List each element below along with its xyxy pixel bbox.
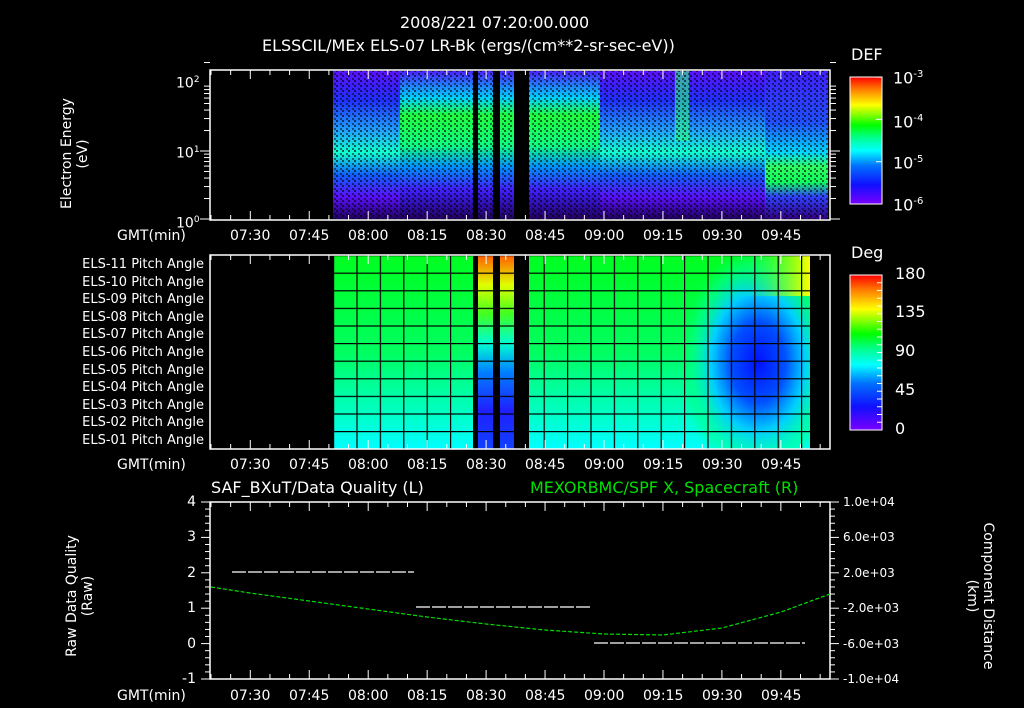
time-tick-label: 08:45 (525, 688, 566, 704)
plot-title: ELSSCIL/MEx ELS-07 LR-Bk (ergs/(cm**2-sr… (262, 36, 675, 55)
quality-ytick: 4 (187, 494, 196, 510)
pitch-row-label: ELS-10 Pitch Angle (82, 274, 204, 290)
spacecraft-x-trace (210, 586, 831, 636)
distance-axis-label: Component Distance (km) (964, 522, 996, 670)
quality-ytick: 0 (187, 635, 196, 652)
quality-ytick: 1 (187, 600, 196, 617)
deg-tick-90: 90 (895, 341, 916, 360)
time-tick-label: 09:15 (643, 457, 684, 473)
time-tick-label: 07:45 (289, 457, 330, 473)
distance-ytick: -1.0e+04 (843, 672, 900, 686)
deg-colorbar-title: Deg (851, 243, 884, 262)
time-tick-label: 08:00 (348, 457, 389, 473)
time-tick-label: 07:45 (289, 228, 330, 244)
time-tick-label: 08:45 (525, 228, 566, 244)
pitch-row-label: ELS-01 Pitch Angle (82, 433, 204, 448)
time-tick-label: 09:15 (643, 688, 684, 704)
deg-tick-45: 45 (895, 380, 916, 399)
time-tick-label: 09:30 (702, 228, 743, 244)
deg-tick-135: 135 (895, 302, 926, 321)
deg-tick-0: 0 (895, 419, 906, 438)
deg-tick-180: 180 (895, 264, 926, 283)
distance-ytick: -6.0e+03 (843, 636, 900, 651)
time-tick-label: 08:30 (466, 228, 507, 244)
time-tick-label: 08:30 (466, 457, 507, 473)
spacecraft-title-right: MEXORBMC/SPF X, Spacecraft (R) (530, 478, 799, 497)
time-axis-label: GMT(min) (117, 457, 186, 473)
time-tick-label: 08:45 (525, 457, 566, 473)
ytick-1e1: 101 (176, 145, 200, 162)
time-tick-label: 07:30 (230, 228, 271, 244)
time-tick-label: 09:30 (702, 688, 743, 704)
time-tick-label: 07:45 (289, 688, 330, 704)
data-quality-trace (232, 571, 805, 644)
plot-datetime: 2008/221 07:20:00.000 (400, 13, 590, 32)
time-tick-label: 09:30 (702, 457, 743, 473)
quality-title-left: SAF_BXuT/Data Quality (L) (211, 478, 424, 497)
time-tick-label: 09:00 (584, 688, 625, 704)
time-axis-label: GMT(min) (117, 228, 186, 244)
distance-ytick: 6.0e+03 (843, 530, 895, 545)
quality-axis-label: Raw Data Quality (Raw) (64, 535, 96, 657)
distance-ytick: -2.0e+03 (843, 601, 900, 616)
pitch-row-label: ELS-02 Pitch Angle (82, 415, 204, 431)
energy-plot-frame (209, 69, 831, 221)
pitch-row-label: ELS-06 Pitch Angle (82, 345, 204, 360)
pitch-row-label: ELS-07 Pitch Angle (82, 327, 204, 343)
ytick-1e2: 102 (176, 75, 200, 92)
time-tick-label: 09:15 (643, 228, 684, 244)
quality-ytick: -1 (182, 671, 196, 687)
time-tick-label: 08:15 (407, 228, 448, 244)
time-tick-label: 09:45 (761, 688, 802, 704)
def-colorbar-title: DEF (851, 45, 883, 64)
deg-colorbar (849, 274, 883, 431)
energy-spectrogram (333, 71, 828, 219)
distance-ytick: 2.0e+03 (843, 565, 895, 580)
pitch-row-label: ELS-09 Pitch Angle (82, 292, 204, 308)
time-tick-label: 07:30 (230, 457, 271, 473)
time-tick-label: 08:00 (348, 228, 389, 244)
quality-ytick: 3 (187, 529, 196, 546)
time-tick-label: 08:15 (407, 688, 448, 704)
time-tick-label: 07:30 (230, 688, 271, 704)
time-tick-label: 09:00 (584, 457, 625, 473)
pitch-row-label: ELS-03 Pitch Angle (82, 397, 204, 413)
time-axis-label: GMT(min) (117, 688, 186, 704)
def-colorbar (849, 76, 883, 205)
time-tick-label: 09:45 (761, 228, 802, 244)
time-tick-label: 08:00 (348, 688, 389, 704)
pitch-row-label: ELS-05 Pitch Angle (82, 362, 204, 378)
ytick-1e0: 100 (176, 215, 200, 232)
quality-ytick: 2 (187, 564, 196, 581)
pitch-angle-heatmap (333, 256, 810, 449)
def-tick-3: 10-6 (893, 195, 924, 215)
quality-plot-frame (209, 501, 831, 680)
time-tick-label: 08:30 (466, 688, 507, 704)
pitch-row-label: ELS-11 Pitch Angle (82, 257, 204, 272)
pitch-row-label: ELS-04 Pitch Angle (82, 380, 204, 396)
pitch-row-label: ELS-08 Pitch Angle (82, 309, 204, 325)
time-tick-label: 08:15 (407, 457, 448, 473)
time-tick-label: 09:00 (584, 228, 625, 244)
energy-axis-label: Electron Energy (eV) (59, 98, 91, 209)
def-tick-2: 10-5 (893, 153, 924, 173)
def-tick-1: 10-4 (893, 112, 924, 132)
distance-ytick: 1.0e+04 (843, 495, 895, 509)
pitch-plot-frame (209, 254, 831, 450)
time-tick-label: 09:45 (761, 457, 802, 473)
def-tick-0: 10-3 (893, 68, 924, 88)
